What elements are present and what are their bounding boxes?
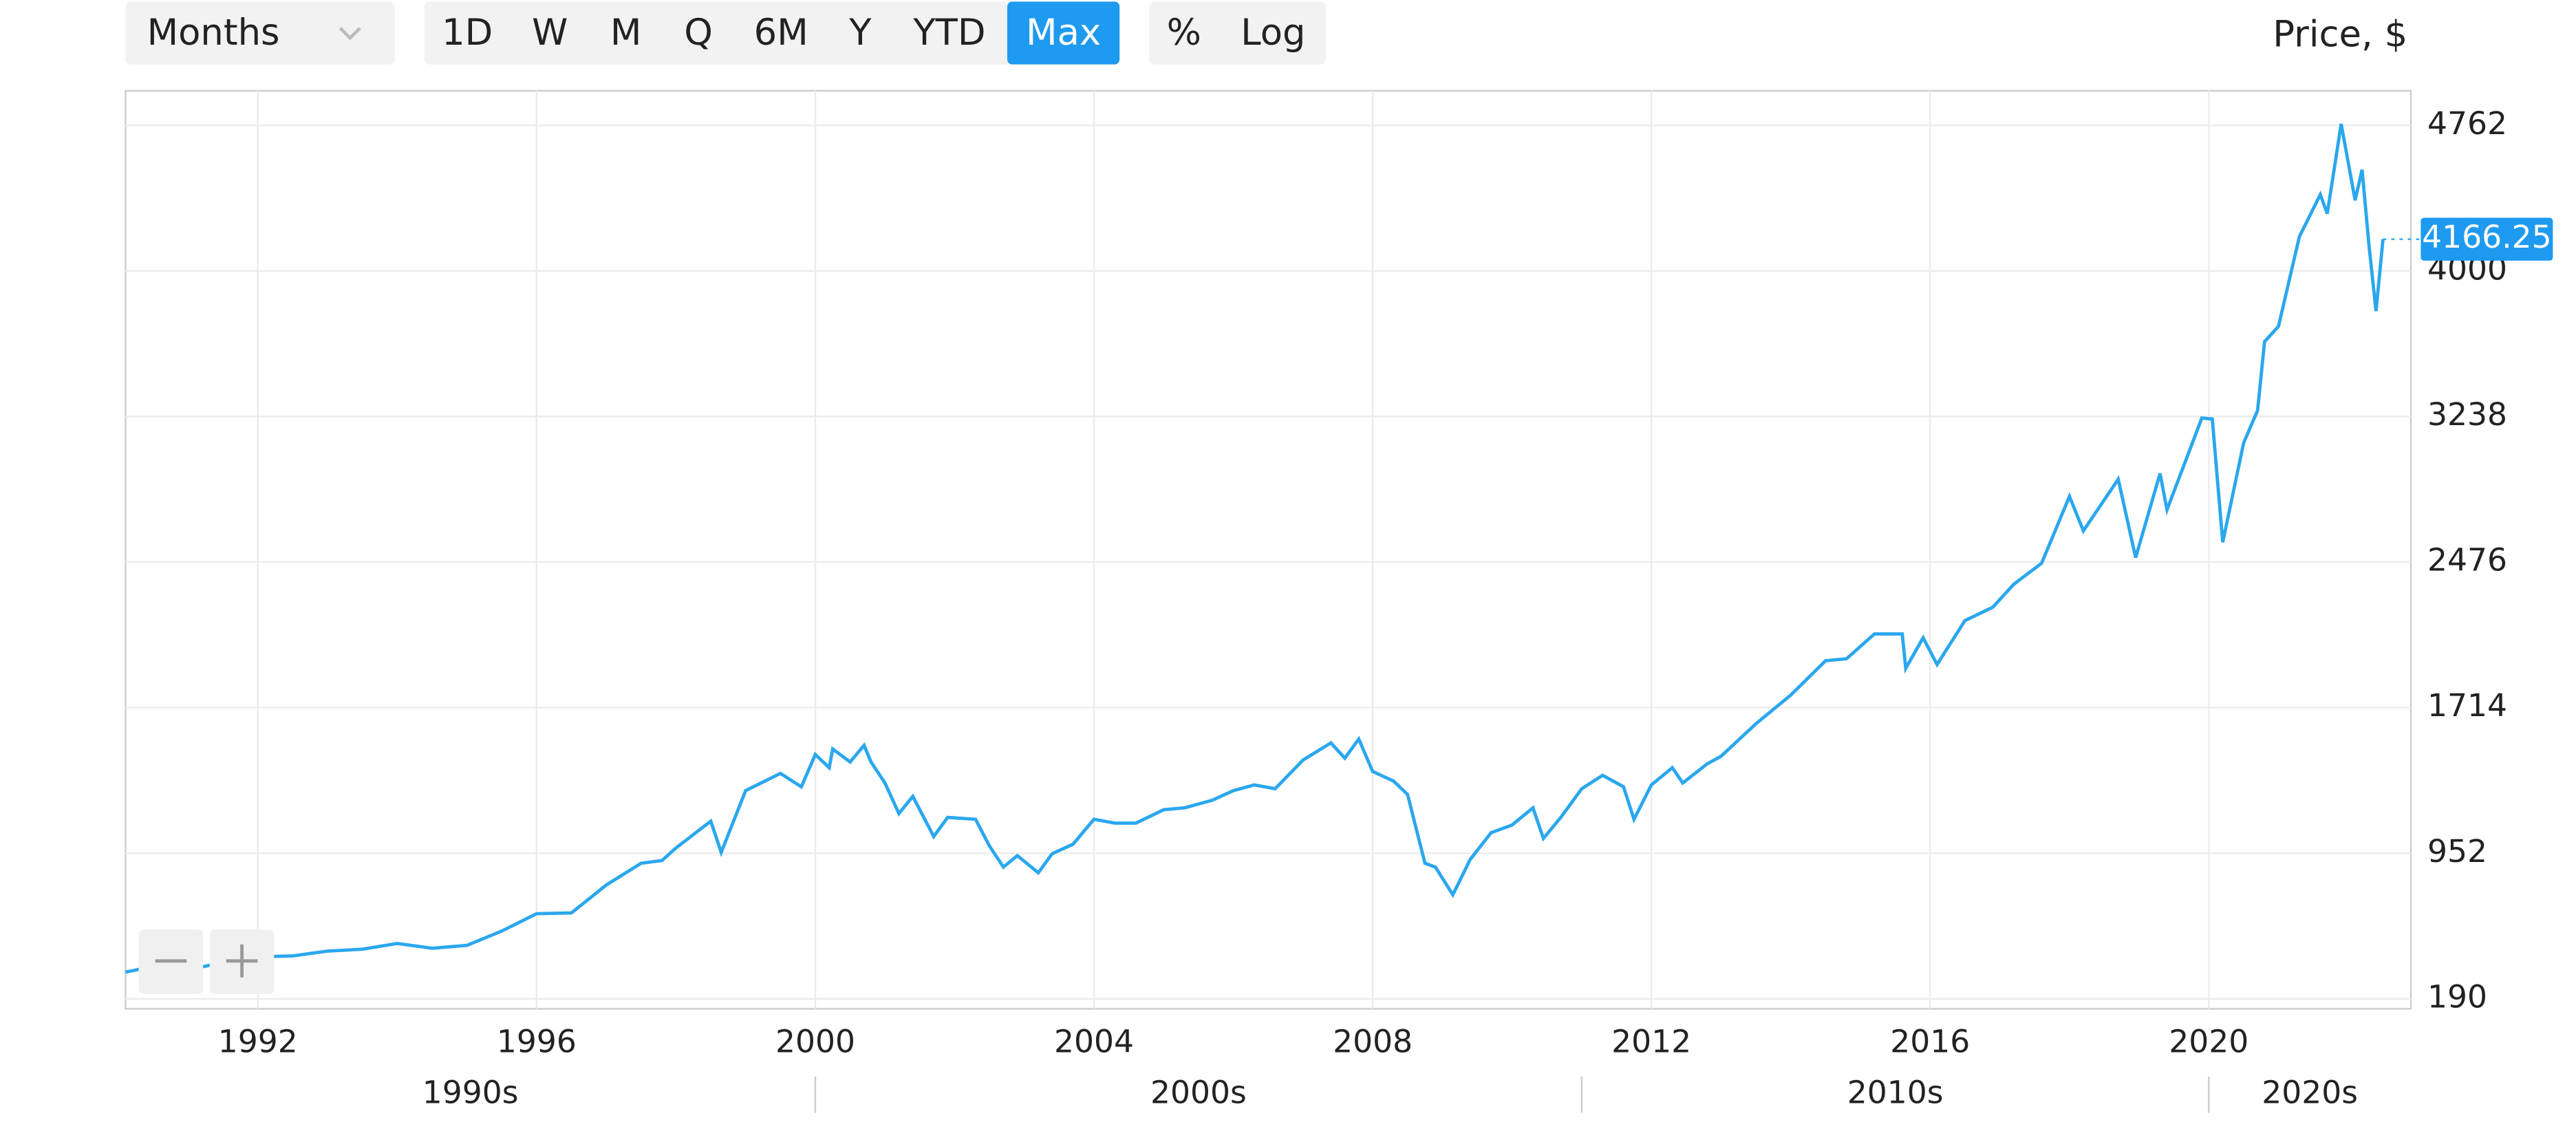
x-tick-label: 2008 [1333, 1023, 1413, 1059]
range-button[interactable]: Y [848, 12, 872, 54]
range-button-active[interactable] [1007, 1, 1120, 65]
x-tick-label: 2000 [775, 1023, 855, 1059]
y-tick-label: 1714 [2427, 687, 2507, 724]
x-tick-label: 2004 [1054, 1023, 1134, 1059]
zoom-in-icon [226, 944, 258, 978]
range-button[interactable]: W [532, 12, 568, 54]
interval-label: Months [147, 12, 280, 54]
range-button[interactable]: 6M [754, 12, 808, 54]
mode-button[interactable]: % [1167, 12, 1201, 54]
x-tick-label: 2020 [2169, 1023, 2248, 1059]
range-button[interactable]: Max [1026, 12, 1101, 54]
last-price-tag [2421, 217, 2553, 261]
y-axis-label: Price, $ [2273, 13, 2407, 55]
period-label: 1990s [422, 1075, 519, 1111]
mode-group [1149, 1, 1327, 65]
range-button[interactable]: YTD [912, 12, 985, 54]
period-label: 2000s [1150, 1075, 1247, 1111]
x-tick-label: 1996 [497, 1023, 577, 1059]
range-group [424, 1, 1120, 65]
interval-select[interactable] [125, 1, 395, 65]
y-tick-label: 2476 [2427, 542, 2507, 579]
last-price-label: 4166.25 [2422, 219, 2551, 255]
dropdown-arrow [339, 27, 361, 41]
x-tick-label: 2016 [1890, 1023, 1970, 1059]
y-tick-label: 3238 [2427, 396, 2507, 433]
range-button[interactable]: Q [684, 12, 713, 54]
y-tick-label: 190 [2427, 978, 2487, 1015]
plot-frame [125, 89, 2412, 1010]
period-label: 2020s [2262, 1075, 2358, 1111]
range-button[interactable]: M [610, 12, 642, 54]
period-label: 2010s [1847, 1075, 1944, 1111]
mode-button[interactable]: Log [1241, 12, 1305, 54]
x-tick-label: 1992 [218, 1023, 298, 1059]
x-tick-label: 2012 [1611, 1023, 1691, 1059]
range-button[interactable]: 1D [442, 12, 493, 54]
y-tick-label: 952 [2427, 833, 2487, 870]
y-tick-label: 4762 [2427, 105, 2507, 142]
price-line [125, 123, 2385, 979]
